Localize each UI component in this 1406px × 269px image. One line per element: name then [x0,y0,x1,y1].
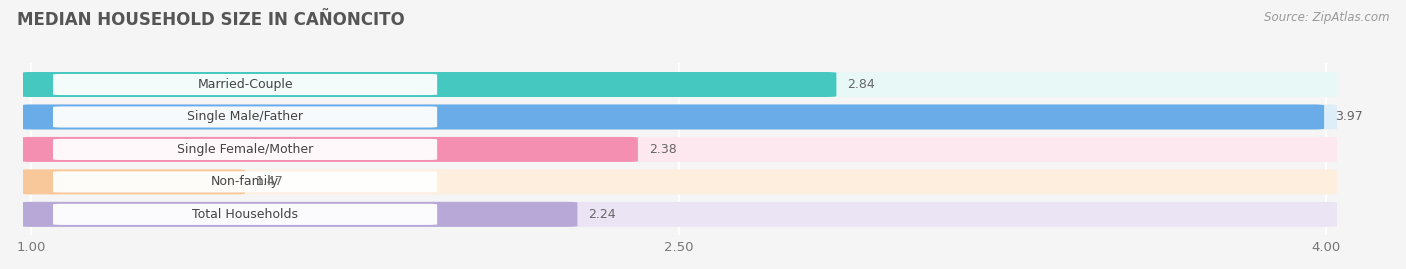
FancyBboxPatch shape [21,72,1337,97]
FancyBboxPatch shape [21,169,1337,194]
Text: Married-Couple: Married-Couple [197,78,292,91]
FancyBboxPatch shape [21,72,837,97]
FancyBboxPatch shape [21,169,245,194]
Text: 2.38: 2.38 [648,143,676,156]
FancyBboxPatch shape [53,204,437,225]
Text: 2.84: 2.84 [848,78,875,91]
Text: 3.97: 3.97 [1334,111,1362,123]
FancyBboxPatch shape [53,74,437,95]
FancyBboxPatch shape [21,137,1337,162]
Text: Single Male/Father: Single Male/Father [187,111,304,123]
FancyBboxPatch shape [53,171,437,192]
FancyBboxPatch shape [21,104,1337,129]
FancyBboxPatch shape [21,137,638,162]
FancyBboxPatch shape [21,202,578,227]
FancyBboxPatch shape [21,104,1324,129]
Text: 1.47: 1.47 [256,175,284,188]
Text: MEDIAN HOUSEHOLD SIZE IN CAÑONCITO: MEDIAN HOUSEHOLD SIZE IN CAÑONCITO [17,11,405,29]
Text: 2.24: 2.24 [588,208,616,221]
Text: Non-family: Non-family [211,175,280,188]
Text: Single Female/Mother: Single Female/Mother [177,143,314,156]
FancyBboxPatch shape [53,107,437,128]
Text: Total Households: Total Households [193,208,298,221]
FancyBboxPatch shape [53,139,437,160]
Text: Source: ZipAtlas.com: Source: ZipAtlas.com [1264,11,1389,24]
FancyBboxPatch shape [21,202,1337,227]
